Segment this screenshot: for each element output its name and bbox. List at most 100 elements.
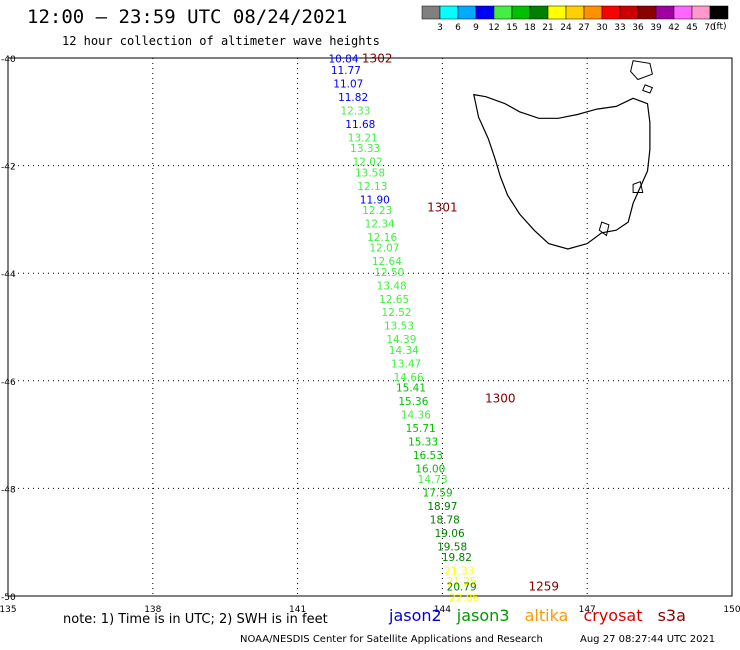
legend-swatch <box>565 5 585 20</box>
lon-label: 150 <box>723 605 740 615</box>
lon-label: 147 <box>579 605 596 615</box>
lat-label: -46 <box>1 378 16 388</box>
legend-label: 39 <box>650 23 662 33</box>
satellite-legend: jason2 jason3 altika cryosat s3a <box>389 606 696 625</box>
swh-observation: 17.59 <box>423 488 453 500</box>
swh-observation: 19.82 <box>442 552 472 564</box>
legend-label: 18 <box>524 23 536 33</box>
legend-label: 36 <box>632 23 644 33</box>
legend-label: 33 <box>614 23 625 33</box>
swh-observation: 13.33 <box>350 143 380 155</box>
lat-label: -48 <box>1 485 16 495</box>
island-coastline <box>632 181 644 193</box>
lat-label: -44 <box>1 270 16 280</box>
swh-observation: 20.79 <box>447 582 477 594</box>
swh-observation: 10.84 <box>328 53 358 65</box>
swh-observation: 14.39 <box>386 334 416 346</box>
legend-swatch <box>475 5 495 20</box>
swh-observation: 13.47 <box>391 358 421 370</box>
lon-label: 141 <box>289 605 306 615</box>
sat-jason2: jason2 <box>389 606 442 625</box>
legend-swatch <box>637 5 657 20</box>
swh-observation: 16.53 <box>413 450 443 462</box>
swh-observation: 15.41 <box>396 383 426 395</box>
lat-label: -50 <box>1 593 16 603</box>
legend-swatch <box>547 5 567 20</box>
swh-observation: 12.33 <box>340 106 370 118</box>
pass-time-label: 1300 <box>485 391 516 405</box>
island-coastline <box>598 221 610 237</box>
legend-label: 45 <box>686 23 697 33</box>
credit-line: NOAA/NESDIS Center for Satellite Applica… <box>240 634 543 645</box>
swh-observation: 19.58 <box>437 541 467 553</box>
legend-swatch <box>709 5 729 20</box>
legend-swatch <box>601 5 621 20</box>
footnote: note: 1) Time is in UTC; 2) SWH is in fe… <box>63 612 328 627</box>
sat-cryosat: cryosat <box>583 606 643 625</box>
lat-label: -42 <box>1 163 16 173</box>
lon-label: 144 <box>434 605 451 615</box>
legend-label: 42 <box>668 23 679 33</box>
pass-time-label: 1259 <box>529 580 560 594</box>
legend-swatch <box>421 5 441 20</box>
lon-label: 135 <box>0 605 17 615</box>
legend-swatch <box>511 5 531 20</box>
swh-observation: 12.23 <box>362 205 392 217</box>
swh-observation: 22.86 <box>449 592 479 604</box>
swh-observation: 18.78 <box>430 514 460 526</box>
swh-observation: 21.25 <box>447 576 477 588</box>
legend-swatch <box>673 5 693 20</box>
legend-label: 27 <box>578 23 589 33</box>
swh-observation: 15.71 <box>406 423 436 435</box>
legend-label: 30 <box>596 23 608 33</box>
swh-observation: 12.07 <box>369 243 399 255</box>
legend-label: 9 <box>473 23 479 33</box>
page-title: 12:00 – 23:59 UTC 08/24/2021 <box>27 6 348 28</box>
swh-observation: 12.65 <box>379 294 409 306</box>
pass-time-label: 1302 <box>362 51 393 65</box>
swh-observation: 21.33 <box>444 566 474 578</box>
island-coastline <box>630 60 653 81</box>
generated-timestamp: Aug 27 08:27:44 UTC 2021 <box>580 634 716 645</box>
swh-observation: 13.58 <box>355 167 385 179</box>
legend-swatch <box>493 5 513 20</box>
legend-label: 70 <box>704 23 716 33</box>
legend-label: 15 <box>506 23 517 33</box>
legend-swatch <box>439 5 459 20</box>
lon-label: 138 <box>144 605 161 615</box>
legend-label: 24 <box>560 23 572 33</box>
swh-observation: 15.33 <box>408 436 438 448</box>
swh-observation: 16.00 <box>415 463 445 475</box>
legend-label: 21 <box>542 23 553 33</box>
legend-swatch <box>655 5 675 20</box>
swh-observation: 12.02 <box>353 157 383 169</box>
lat-label: -40 <box>1 55 16 65</box>
legend-swatch <box>691 5 711 20</box>
legend-label: 12 <box>488 23 499 33</box>
pass-time-label: 1301 <box>427 200 458 214</box>
swh-observation: 14.36 <box>401 410 431 422</box>
legend-swatch <box>529 5 549 20</box>
tasmania-coastline <box>473 93 651 250</box>
swh-observation: 14.66 <box>394 372 424 384</box>
swh-observation: 11.77 <box>331 65 361 77</box>
swh-observation: 11.82 <box>338 92 368 104</box>
swh-observation: 14.34 <box>389 345 419 357</box>
sat-s3a: s3a <box>657 606 686 625</box>
sat-altika: altika <box>524 606 569 625</box>
page-subtitle: 12 hour collection of altimeter wave hei… <box>62 34 380 48</box>
swh-observation: 11.90 <box>360 194 390 206</box>
legend-unit: (ft) <box>713 22 727 32</box>
swh-observation: 15.36 <box>398 396 428 408</box>
legend-swatch <box>457 5 477 20</box>
sat-jason3: jason3 <box>456 606 510 625</box>
swh-observation: 19.06 <box>435 528 465 540</box>
legend-label: 6 <box>455 23 461 33</box>
swh-observation: 13.53 <box>384 321 414 333</box>
legend-swatch <box>583 5 603 20</box>
swh-observation: 12.34 <box>365 219 395 231</box>
island-coastline <box>642 84 654 94</box>
swh-observation: 13.48 <box>377 280 407 292</box>
map-frame <box>7 57 733 597</box>
